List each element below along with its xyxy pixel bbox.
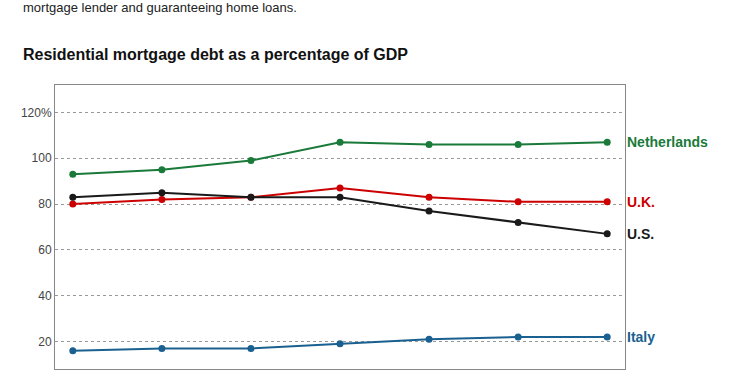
- svg-text:U.S.: U.S.: [627, 226, 654, 242]
- svg-text:U.K.: U.K.: [627, 194, 655, 210]
- svg-text:20: 20: [38, 335, 52, 349]
- svg-text:Residential mortgage debt as a: Residential mortgage debt as a percentag…: [23, 46, 408, 63]
- svg-text:Netherlands: Netherlands: [627, 134, 708, 150]
- svg-text:120%: 120%: [21, 106, 52, 120]
- svg-text:40: 40: [38, 289, 52, 303]
- svg-text:Italy: Italy: [627, 329, 655, 345]
- svg-text:60: 60: [38, 243, 52, 257]
- svg-text:80: 80: [38, 197, 52, 211]
- svg-text:100: 100: [32, 151, 52, 165]
- svg-text:mortgage lender and guaranteei: mortgage lender and guaranteeing home lo…: [23, 0, 297, 15]
